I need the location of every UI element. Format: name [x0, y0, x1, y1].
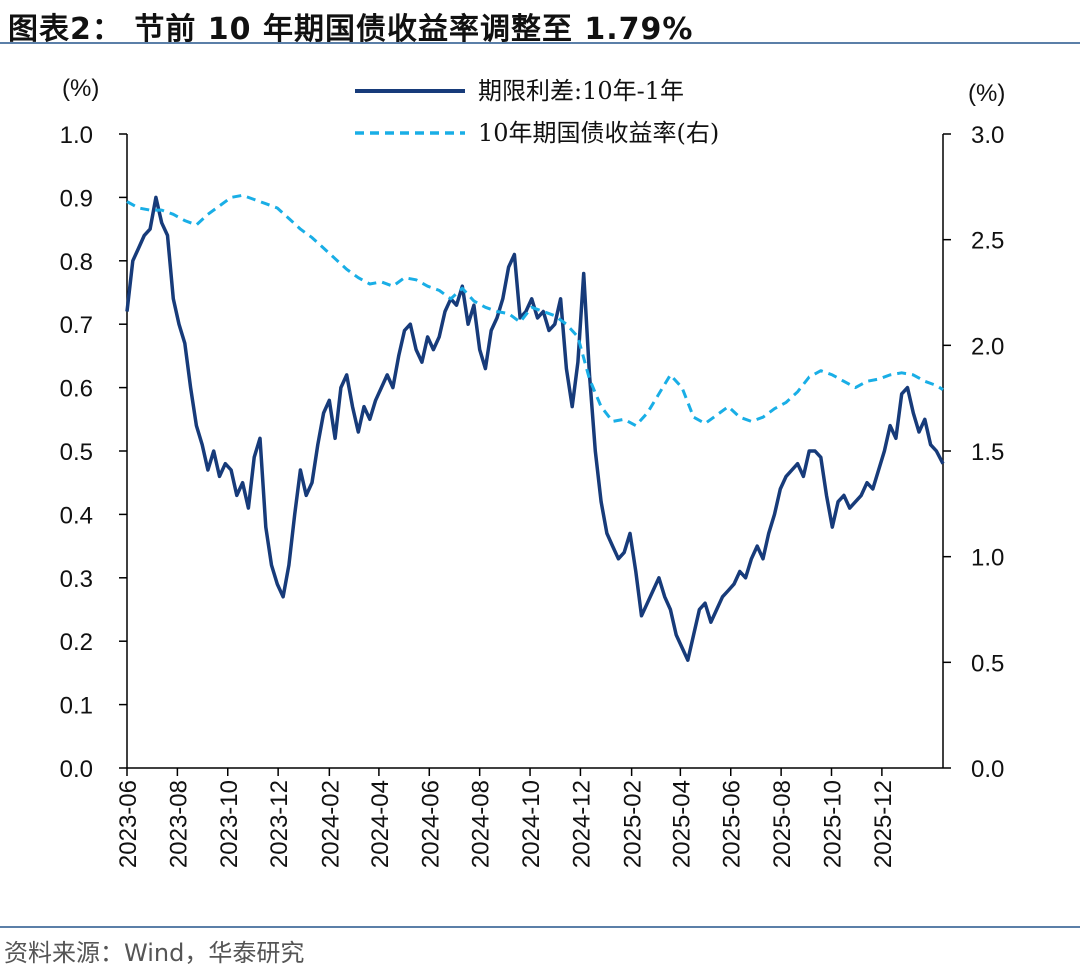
right-tick-label: 0.0	[971, 756, 1004, 783]
left-tick-label: 0.6	[60, 376, 93, 403]
right-axis-unit: (%)	[968, 80, 1005, 107]
x-tick-label: 2023-10	[216, 780, 243, 868]
left-tick-label: 0.1	[60, 693, 93, 720]
x-tick-label: 2024-06	[417, 780, 444, 868]
x-tick-label: 2025-04	[668, 780, 695, 868]
right-tick-label: 1.5	[971, 439, 1004, 466]
left-tick-label: 1.0	[60, 122, 93, 149]
legend-label-spread: 期限利差:10年-1年	[478, 77, 684, 105]
x-tick-label: 2024-04	[367, 780, 394, 868]
left-tick-label: 0.3	[60, 566, 93, 593]
x-tick-label: 2024-02	[317, 780, 344, 868]
left-tick-label: 0.0	[60, 756, 93, 783]
left-tick-label: 0.7	[60, 312, 93, 339]
right-tick-label: 0.5	[971, 650, 1004, 677]
x-tick-label: 2023-06	[115, 780, 142, 868]
axes: 0.0 0.1 0.2 0.3 0.4 0.5 0.6 0.7 0.8 0.9 1.0 0.0 0.5 1…	[60, 75, 1006, 868]
chart-title: 图表2： 节前 10 年期国债收益率调整至 1.79%	[8, 12, 694, 47]
x-tick-label: 2025-12	[870, 780, 897, 868]
left-tick-label: 0.2	[60, 629, 93, 656]
series-line-yield	[126, 193, 944, 428]
right-tick-label: 2.5	[971, 228, 1004, 255]
footer-rule	[0, 926, 1080, 928]
title-rule	[0, 42, 1080, 44]
series-line-spread	[125, 195, 945, 662]
legend: 期限利差:10年-1年 10年期国债收益率(右)	[355, 77, 719, 147]
x-tick-label: 2023-08	[165, 780, 192, 868]
x-tick-label: 2024-10	[518, 780, 545, 868]
x-tick-label: 2023-12	[266, 780, 293, 868]
header: 图表2： 节前 10 年期国债收益率调整至 1.79%	[0, 0, 1080, 47]
right-tick-label: 2.0	[971, 333, 1004, 360]
legend-label-yield: 10年期国债收益率(右)	[478, 119, 719, 147]
x-tick-label: 2024-08	[468, 780, 495, 868]
right-tick-label: 1.0	[971, 545, 1004, 572]
chart: 0.0 0.1 0.2 0.3 0.4 0.5 0.6 0.7 0.8 0.9 1.0 0.0 0.5 1…	[60, 75, 1006, 868]
left-tick-label: 0.9	[60, 185, 93, 212]
x-tick-label: 2024-12	[568, 780, 595, 868]
left-tick-label: 0.4	[60, 502, 93, 529]
x-tick-label: 2025-02	[620, 780, 647, 868]
left-tick-label: 0.5	[60, 439, 93, 466]
left-axis-unit: (%)	[62, 75, 99, 102]
x-tick-label: 2025-10	[820, 780, 847, 868]
source-note: 资料来源：Wind，华泰研究	[4, 939, 305, 967]
x-tick-label: 2025-06	[719, 780, 746, 868]
right-tick-label: 3.0	[971, 122, 1004, 149]
series-layer	[125, 193, 945, 662]
left-tick-label: 0.8	[60, 249, 93, 276]
x-tick-label: 2025-08	[769, 780, 796, 868]
